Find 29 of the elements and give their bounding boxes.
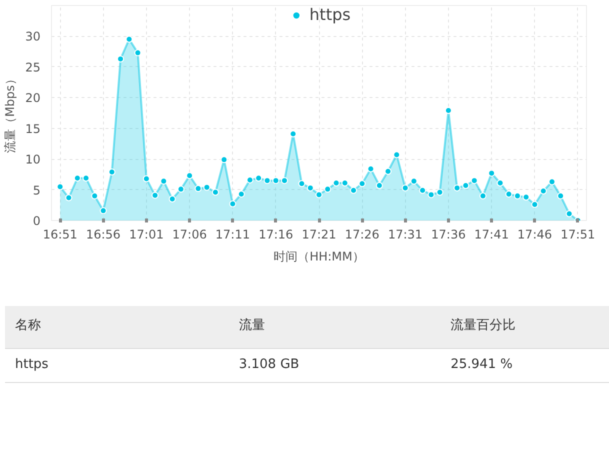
y-tick-label: 25: [25, 60, 41, 74]
text: 名称: [14, 317, 42, 336]
text: 25.941 %: [450, 356, 514, 374]
y-tick-label: 5: [32, 183, 41, 198]
y-tick-label: 0: [32, 214, 41, 228]
x-tick-label: 17:21: [302, 228, 336, 242]
legend-label: https: [309, 5, 351, 24]
y-tick-label: 20: [25, 91, 41, 106]
x-tick-label: 17:01: [129, 228, 164, 242]
x-tick-label: 17:06: [172, 228, 207, 242]
y-tick-label: 15: [25, 122, 41, 136]
x-tick-label: 17:26: [344, 228, 380, 242]
y-tick-label: 30: [25, 30, 41, 44]
text: 流量: [238, 317, 266, 336]
y-axis-title: 流量（Mbps）: [3, 73, 18, 153]
x-tick-label: 17:36: [431, 228, 466, 242]
text: 流量百分比: [450, 317, 517, 336]
x-tick-label: 17:51: [560, 228, 596, 242]
x-tick-label: 17:11: [215, 228, 250, 242]
x-tick-label: 17:16: [258, 228, 294, 242]
y-tick-label: 10: [25, 152, 41, 167]
text: https: [14, 356, 50, 374]
text: 3.108 GB: [238, 356, 300, 374]
x-tick-label: 17:46: [517, 228, 552, 242]
x-axis-title: 时间（HH:MM）: [274, 250, 364, 264]
x-tick-label: 17:31: [388, 228, 423, 242]
x-tick-label: 17:41: [474, 228, 509, 242]
x-tick-label: 16:51: [42, 228, 78, 242]
x-tick-label: 16:56: [86, 228, 121, 242]
